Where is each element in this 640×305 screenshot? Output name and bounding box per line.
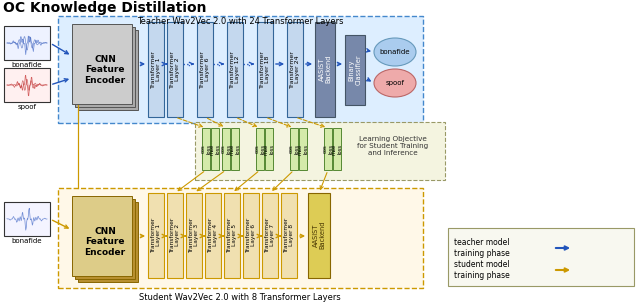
- Text: mse
loss: mse loss: [298, 143, 308, 155]
- Text: Transformer
Layer 1: Transformer Layer 1: [150, 50, 161, 88]
- Text: Transformer
Layer 24: Transformer Layer 24: [290, 50, 300, 88]
- Bar: [4, 68, 50, 102]
- Text: spoof: spoof: [385, 80, 404, 86]
- Bar: [222, 128, 230, 170]
- Bar: [299, 128, 307, 170]
- Bar: [287, 22, 303, 117]
- Bar: [78, 30, 138, 110]
- Text: Transformer
Layer 1: Transformer Layer 1: [150, 217, 161, 253]
- Text: AASIST
Backend: AASIST Backend: [319, 55, 332, 83]
- Bar: [4, 202, 50, 236]
- Bar: [58, 188, 423, 288]
- Text: mse
loss: mse loss: [230, 143, 241, 155]
- Bar: [448, 228, 634, 286]
- Bar: [72, 24, 132, 104]
- Ellipse shape: [374, 38, 416, 66]
- Text: bonafide: bonafide: [12, 62, 42, 68]
- Bar: [227, 22, 243, 117]
- Text: Transformer
Layer 6: Transformer Layer 6: [200, 50, 211, 88]
- Text: cos
loss: cos loss: [289, 144, 300, 154]
- Bar: [281, 193, 297, 278]
- Bar: [243, 193, 259, 278]
- Bar: [333, 128, 341, 170]
- Text: Transformer
Layer 12: Transformer Layer 12: [230, 50, 241, 88]
- Text: Transformer
Layer 8: Transformer Layer 8: [284, 217, 294, 253]
- Text: OC Knowledge Distillation: OC Knowledge Distillation: [3, 1, 207, 15]
- Text: bonafide: bonafide: [12, 238, 42, 244]
- Text: Teacher Wav2Vec 2.0 with 24 Transformer Layers: Teacher Wav2Vec 2.0 with 24 Transformer …: [137, 17, 343, 27]
- Text: cos
loss: cos loss: [255, 144, 266, 154]
- Bar: [231, 128, 239, 170]
- Text: AASIST
Backend: AASIST Backend: [312, 221, 326, 249]
- Bar: [290, 128, 298, 170]
- Text: Transformer
Layer 2: Transformer Layer 2: [170, 217, 180, 253]
- Bar: [256, 128, 264, 170]
- Bar: [324, 128, 332, 170]
- Bar: [345, 35, 365, 105]
- Bar: [58, 16, 423, 123]
- Text: Transformer
Layer 2: Transformer Layer 2: [170, 50, 180, 88]
- Bar: [167, 193, 183, 278]
- Bar: [224, 193, 240, 278]
- Text: Transformer
Layer 3: Transformer Layer 3: [189, 217, 200, 253]
- Bar: [202, 128, 210, 170]
- Bar: [148, 193, 164, 278]
- Bar: [197, 22, 213, 117]
- Text: student model
training phase: student model training phase: [454, 260, 509, 280]
- Bar: [315, 22, 335, 117]
- Text: CNN
Feature
Encoder: CNN Feature Encoder: [84, 227, 125, 257]
- Bar: [148, 22, 164, 117]
- Bar: [75, 199, 135, 279]
- Text: cos
loss: cos loss: [221, 144, 232, 154]
- Text: cos
loss: cos loss: [323, 144, 333, 154]
- Bar: [211, 128, 219, 170]
- Bar: [72, 196, 132, 276]
- Bar: [78, 202, 138, 282]
- Text: bonafide: bonafide: [380, 49, 410, 55]
- Text: Transformer
Layer 5: Transformer Layer 5: [227, 217, 237, 253]
- Text: Transformer
Layer 4: Transformer Layer 4: [207, 217, 218, 253]
- Bar: [167, 22, 183, 117]
- Bar: [262, 193, 278, 278]
- Text: CNN
Feature
Encoder: CNN Feature Encoder: [84, 55, 125, 85]
- Text: Student Wav2Vec 2.0 with 8 Transformer Layers: Student Wav2Vec 2.0 with 8 Transformer L…: [139, 293, 341, 303]
- Text: cos
loss: cos loss: [200, 144, 211, 154]
- Text: Transformer
Layer 7: Transformer Layer 7: [264, 217, 275, 253]
- Text: mse
loss: mse loss: [210, 143, 220, 155]
- Text: Transformer
Layer 6: Transformer Layer 6: [246, 217, 257, 253]
- Bar: [257, 22, 273, 117]
- Bar: [186, 193, 202, 278]
- Bar: [308, 193, 330, 278]
- Bar: [265, 128, 273, 170]
- Text: Binary
Classifier: Binary Classifier: [349, 55, 362, 85]
- Text: teacher model
training phase: teacher model training phase: [454, 238, 509, 258]
- Bar: [75, 27, 135, 107]
- Text: mse
loss: mse loss: [332, 143, 342, 155]
- Ellipse shape: [374, 69, 416, 97]
- Text: Transformer
Layer 18: Transformer Layer 18: [260, 50, 270, 88]
- Text: Learning Objective
for Student Training
and Inference: Learning Objective for Student Training …: [357, 136, 429, 156]
- Text: spoof: spoof: [17, 104, 36, 110]
- Bar: [195, 122, 445, 180]
- Bar: [205, 193, 221, 278]
- Bar: [4, 26, 50, 60]
- Text: mse
loss: mse loss: [264, 143, 275, 155]
